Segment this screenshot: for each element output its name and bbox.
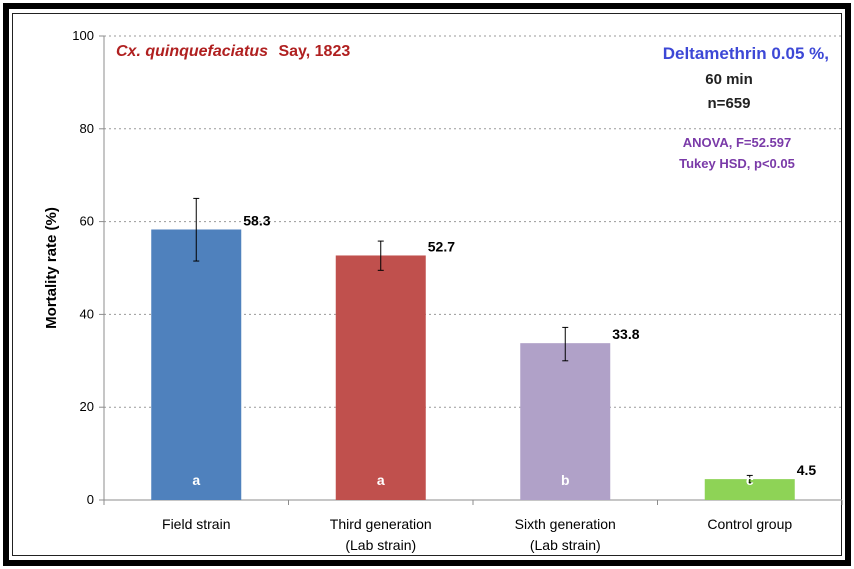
labels: 0 20 40 60 80 100 58.3 a Field strain 52.7 a Third … (72, 28, 816, 553)
category-label-2: Sixth generation (515, 516, 616, 532)
value-label-3: 4.5 (797, 462, 817, 478)
y-tick-label: 20 (80, 399, 94, 414)
value-label-2: 33.8 (612, 326, 639, 342)
outer-border (3, 3, 851, 566)
sample-size-label: n=659 (708, 95, 751, 112)
y-tick-label: 80 (80, 121, 94, 136)
bar-0 (151, 229, 242, 500)
posthoc-label: Tukey HSD, p<0.05 (679, 156, 795, 171)
species-title: Cx. quinquefaciatus Say, 1823 (116, 43, 350, 60)
category-label-0: Field strain (162, 516, 230, 532)
category-label-1: (Lab strain) (345, 537, 416, 553)
group-letter-3: c (746, 472, 754, 488)
value-label-1: 52.7 (428, 238, 455, 254)
bar-2 (520, 343, 611, 500)
bar-3 (704, 479, 795, 500)
group-letter-2: b (561, 472, 570, 488)
y-tick-label: 100 (72, 28, 94, 43)
y-tick-label: 0 (87, 492, 94, 507)
species-author: Say, 1823 (278, 43, 350, 60)
y-axis-label: Mortality rate (%) (43, 207, 60, 329)
treatment-label: Deltamethrin 0.05 %, (663, 44, 829, 63)
bar-1 (335, 255, 426, 500)
group-letter-1: a (377, 472, 385, 488)
species-name: Cx. quinquefaciatus (116, 43, 268, 60)
y-tick-label: 60 (80, 214, 94, 229)
y-tick-label: 40 (80, 306, 94, 321)
category-label-3: Control group (707, 516, 792, 532)
group-letter-0: a (192, 472, 200, 488)
anova-label: ANOVA, F=52.597 (683, 135, 792, 150)
duration-label: 60 min (705, 71, 753, 88)
category-label-2: (Lab strain) (530, 537, 601, 553)
inner-border (12, 13, 842, 556)
category-label-1: Third generation (330, 516, 432, 532)
bars (151, 197, 795, 500)
value-label-0: 58.3 (243, 212, 270, 228)
